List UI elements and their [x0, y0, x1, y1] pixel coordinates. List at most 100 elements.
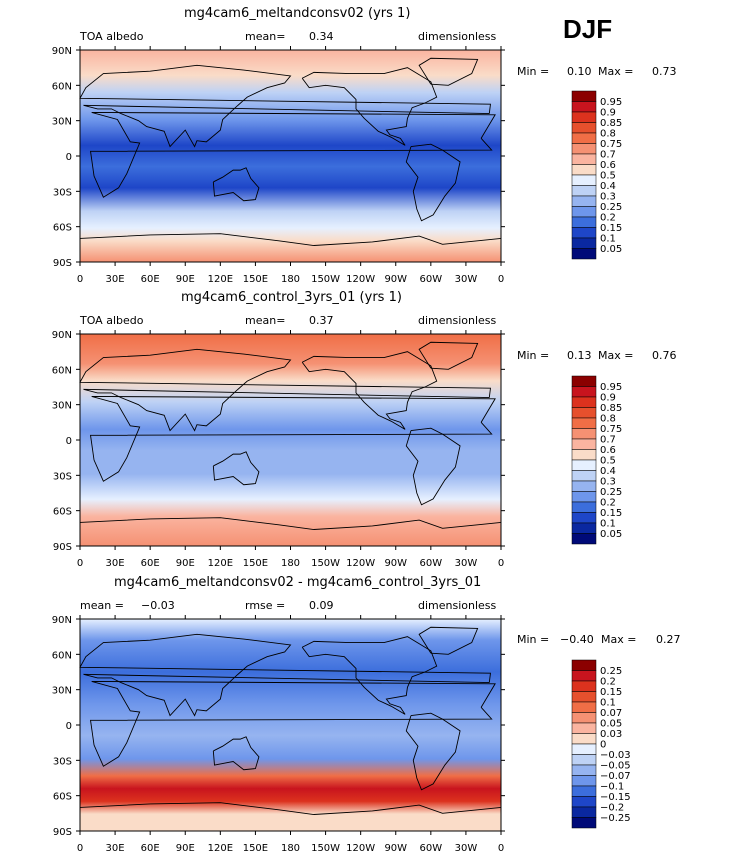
colorbar-label: 0.9 [600, 108, 616, 119]
colorbar-segment [571, 174, 597, 186]
coastline-panel3 [405, 712, 461, 791]
colorbar-label: 0.05 [600, 529, 622, 540]
colorbar-segment [571, 101, 597, 113]
panel2-variable-label: TOA albedo [80, 314, 144, 327]
colorbar-segment [571, 153, 597, 165]
colorbar-label: 0.9 [600, 393, 616, 404]
lon-tick-label: 0 [498, 843, 504, 854]
lon-tick-label: 90W [384, 843, 407, 854]
colorbar-label: 0.85 [600, 118, 622, 129]
colorbar-label: 0.8 [600, 414, 616, 425]
colorbar-segment [571, 712, 597, 724]
lon-tick-label: 120W [346, 843, 375, 854]
colorbar-segment [571, 785, 597, 797]
lon-tick-label: 90W [384, 274, 407, 285]
colorbar-label: 0.2 [600, 677, 616, 688]
colorbar-label: 0.5 [600, 171, 616, 182]
colorbar-label: 0.3 [600, 477, 616, 488]
colorbar-label: 0.75 [600, 139, 622, 150]
coastline-panel1 [79, 64, 491, 148]
colorbar-segment [571, 185, 597, 197]
panel1-title: mg4cam6_meltandconsv02 (yrs 1) [184, 6, 411, 21]
coastline-panel1 [405, 143, 461, 222]
colorbar-segment [571, 122, 597, 134]
lat-tick-label: 30S [53, 756, 72, 767]
colorbar-segment [571, 428, 597, 440]
colorbar-segment [571, 386, 597, 398]
lat-tick-label: 30S [53, 471, 72, 482]
panel2-max-value: 0.76 [652, 349, 677, 362]
colorbar-label: 0.4 [600, 181, 616, 192]
colorbar-label: 0 [600, 740, 606, 751]
lat-tick-label: 90N [52, 46, 72, 57]
lon-tick-label: 0 [77, 274, 83, 285]
panel1-min-label: Min = [517, 65, 550, 78]
lon-tick-label: 60E [141, 843, 160, 854]
lat-tick-label: 30N [52, 401, 72, 412]
panel1-min-value: 0.10 [567, 65, 592, 78]
colorbar-label: 0.95 [600, 97, 622, 108]
coastline-panel2 [301, 351, 438, 430]
colorbar-segment [571, 227, 597, 239]
lon-tick-label: 60W [420, 843, 443, 854]
panel2-min-label: Min = [517, 349, 550, 362]
colorbar-segment [571, 470, 597, 482]
panel3-max-value: 0.27 [656, 633, 681, 646]
lon-tick-label: 90E [176, 843, 195, 854]
colorbar-label: 0.1 [600, 234, 616, 245]
lat-tick-label: 0 [66, 152, 72, 163]
colorbar-segment [571, 806, 597, 818]
panel3-mean-value: −0.03 [141, 599, 175, 612]
lon-tick-label: 60W [420, 558, 443, 569]
lon-tick-label: 60E [141, 558, 160, 569]
panel3-rmse-label: rmse = [245, 599, 286, 612]
coastline-panel1 [79, 233, 502, 246]
colorbar-segment [571, 722, 597, 734]
lon-tick-label: 90E [176, 558, 195, 569]
lat-tick-label: 60N [52, 365, 72, 376]
colorbar-label: 0.1 [600, 519, 616, 530]
panel3-mean-label: mean = [80, 599, 124, 612]
lon-tick-label: 120E [208, 274, 233, 285]
colorbar-segment [571, 670, 597, 682]
colorbar-segment [571, 522, 597, 534]
colorbar-segment [571, 691, 597, 703]
colorbar-segment [571, 216, 597, 228]
colorbar-label: 0.5 [600, 456, 616, 467]
colorbar-label: 0.07 [600, 708, 622, 719]
panel1-mean-value: 0.34 [309, 30, 334, 43]
lon-tick-label: 0 [77, 843, 83, 854]
lat-tick-label: 90S [53, 258, 72, 269]
map-field-panel1 [80, 50, 501, 262]
colorbar-segment [571, 480, 597, 492]
lat-tick-label: 60N [52, 81, 72, 92]
colorbar-label: 0.2 [600, 498, 616, 509]
colorbar-segment [571, 396, 597, 408]
lon-tick-label: 150W [311, 558, 340, 569]
coastline-panel1 [301, 67, 438, 146]
colorbar-label: 0.6 [600, 445, 616, 456]
panel2-mean-label: mean= [245, 314, 286, 327]
colorbar-segment [571, 817, 597, 829]
lat-tick-label: 30S [53, 187, 72, 198]
panel3-min-label: Min = [517, 633, 550, 646]
panel2-units: dimensionless [418, 314, 497, 327]
colorbar-label: 0.05 [600, 244, 622, 255]
lat-tick-label: 60S [53, 507, 72, 518]
coastline-panel3 [79, 633, 491, 717]
colorbar-segment [571, 206, 597, 218]
coastline-panel2 [418, 341, 479, 370]
coastline-panel3 [79, 802, 502, 815]
lon-tick-label: 180 [281, 843, 300, 854]
panel1-mean-label: mean= [245, 30, 286, 43]
colorbar-label: −0.15 [600, 792, 631, 803]
panel2-min-value: 0.13 [567, 349, 592, 362]
colorbar-segment [571, 659, 597, 671]
lat-tick-label: 60S [53, 223, 72, 234]
lat-tick-label: 30N [52, 117, 72, 128]
colorbar-segment [571, 111, 597, 123]
panel1-max-value: 0.73 [652, 65, 677, 78]
lat-tick-label: 90S [53, 827, 72, 838]
colorbar-label: 0.7 [600, 150, 616, 161]
